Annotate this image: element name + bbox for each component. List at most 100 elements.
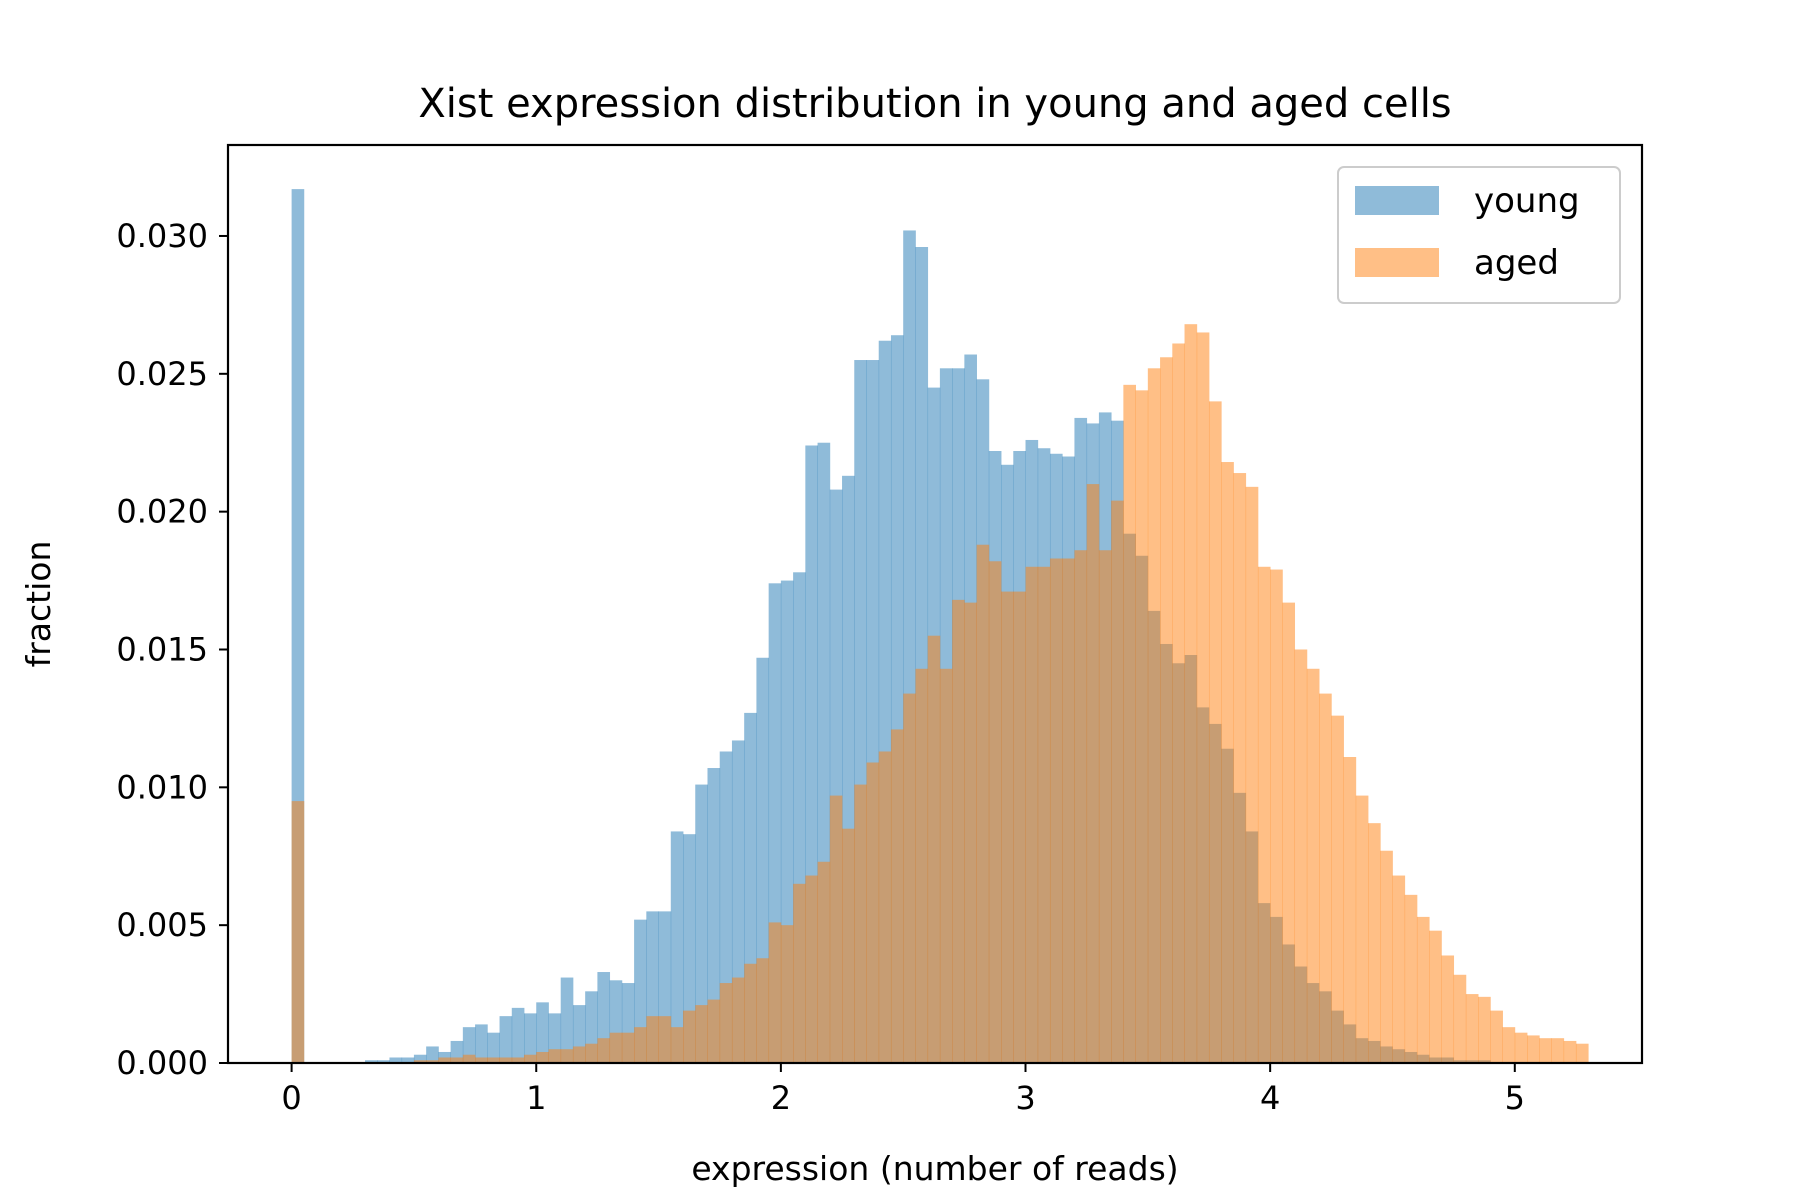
bar-aged (817, 861, 831, 1063)
bar-aged (1257, 566, 1271, 1063)
legend-swatch-aged (1355, 248, 1439, 277)
chart-title: Xist expression distribution in young an… (418, 81, 1451, 127)
x-tick-label: 4 (1260, 1079, 1280, 1117)
x-tick-label: 2 (771, 1079, 791, 1117)
bar-young (511, 1007, 525, 1063)
y-tick-label: 0.030 (116, 217, 208, 255)
bar-aged (1062, 558, 1075, 1063)
series-aged-bars (291, 324, 1589, 1064)
bar-aged (976, 544, 990, 1063)
bar-aged (988, 561, 1002, 1063)
bar-aged (1135, 390, 1149, 1064)
x-tick-label: 5 (1505, 1079, 1525, 1117)
bar-young (450, 1040, 464, 1063)
bar-aged (1306, 668, 1320, 1063)
y-axis-ticks: 0.000 0.005 0.010 0.015 0.020 0.025 0.030 (116, 217, 228, 1082)
bar-aged (952, 599, 965, 1063)
bar-aged (1294, 649, 1308, 1063)
bar-aged (1001, 591, 1014, 1063)
y-tick-label: 0.000 (116, 1044, 208, 1082)
x-axis-label: expression (number of reads) (691, 1149, 1178, 1188)
bar-aged (1208, 401, 1222, 1063)
bar-young (524, 1013, 537, 1063)
bar-aged (1465, 994, 1479, 1063)
bar-young (475, 1024, 488, 1063)
bar-aged (1245, 486, 1259, 1064)
y-tick-label: 0.015 (116, 630, 208, 668)
bar-aged (1392, 875, 1406, 1063)
bar-aged (719, 983, 733, 1063)
bar-aged (438, 1057, 452, 1063)
bar-aged (1575, 1043, 1589, 1063)
bar-aged (1086, 484, 1100, 1064)
bar-aged (1160, 357, 1173, 1063)
bar-aged (878, 751, 892, 1063)
bar-aged (1380, 850, 1393, 1063)
x-axis-ticks: 0 1 2 3 4 5 (281, 1063, 1525, 1117)
bar-aged (634, 1027, 647, 1063)
bar-young (499, 1016, 513, 1063)
bar-aged (1074, 550, 1088, 1063)
bar-aged (413, 1060, 427, 1063)
bar-aged (768, 922, 782, 1063)
bar-aged (1563, 1040, 1577, 1063)
bar-aged (1502, 1027, 1516, 1063)
bar-aged (1331, 715, 1344, 1063)
bar-aged (731, 977, 745, 1063)
plot-frame (226, 143, 1644, 1065)
bar-young (365, 1060, 378, 1063)
bar-aged (1514, 1032, 1528, 1063)
bar-aged (780, 925, 794, 1063)
bar-aged (511, 1057, 525, 1063)
bar-aged (1416, 916, 1430, 1063)
x-tick-label: 0 (281, 1079, 301, 1117)
bar-aged (1025, 566, 1039, 1063)
bar-aged (560, 1049, 574, 1063)
bar-young (707, 768, 721, 1063)
legend: young aged (1337, 166, 1621, 304)
bar-aged (1478, 996, 1491, 1063)
bar-aged (1184, 324, 1198, 1063)
bar-aged (572, 1046, 586, 1063)
y-tick-label: 0.020 (116, 493, 208, 531)
bar-aged (1123, 384, 1136, 1064)
bar-aged (1404, 894, 1418, 1063)
bar-young (426, 1046, 439, 1063)
bar-aged (1049, 558, 1063, 1063)
bar-aged (1282, 602, 1296, 1063)
bar-aged (1196, 332, 1210, 1064)
bar-aged (939, 668, 953, 1063)
bar-aged (756, 958, 770, 1063)
bar-aged (1551, 1038, 1565, 1063)
bar-aged (927, 635, 941, 1063)
bar-young (413, 1054, 427, 1063)
bar-aged (829, 795, 843, 1063)
bar-aged (1355, 795, 1369, 1063)
bar-young (695, 784, 708, 1063)
bar-aged (1270, 569, 1283, 1063)
bar-aged (1013, 591, 1026, 1063)
bar-young (683, 834, 696, 1063)
bar-young (401, 1057, 415, 1063)
bar-aged (426, 1060, 439, 1063)
legend-swatch-young (1355, 186, 1439, 215)
bar-aged (450, 1057, 464, 1063)
bar-aged (621, 1032, 635, 1063)
bar-young (536, 1002, 549, 1063)
legend-label-young: young (1474, 181, 1580, 221)
bar-aged (866, 762, 880, 1063)
x-tick-label: 1 (526, 1079, 546, 1117)
bar-aged (707, 999, 721, 1063)
bar-aged (1037, 566, 1051, 1063)
bar-aged (1233, 473, 1247, 1063)
bar-aged (597, 1038, 611, 1063)
bar-aged (1527, 1035, 1540, 1063)
y-axis-label: fraction (19, 541, 58, 668)
bar-young (389, 1057, 403, 1063)
y-tick-label: 0.005 (116, 906, 208, 944)
bar-aged (1221, 462, 1234, 1063)
bar-aged (548, 1049, 562, 1063)
bar-young (462, 1027, 476, 1063)
bar-aged (462, 1054, 476, 1063)
bar-aged (658, 1016, 672, 1063)
